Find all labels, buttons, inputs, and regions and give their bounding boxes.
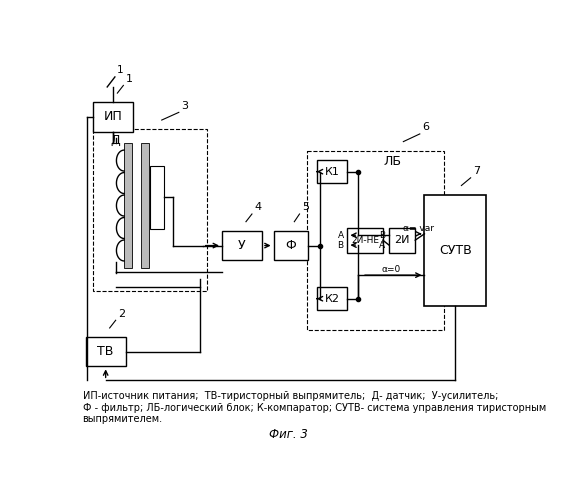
Bar — [316, 160, 347, 183]
Text: ИП-источник питания;  ТВ-тиристорный выпрямитель;  Д- датчик;  У-усилитель;: ИП-источник питания; ТВ-тиристорный выпр… — [83, 391, 498, 401]
Text: 5: 5 — [302, 202, 309, 212]
Text: 2: 2 — [118, 308, 125, 318]
Text: Ф - фильтр; ЛБ-логический блок; К-компаратор; СУТВ- система управления тиристорн: Ф - фильтр; ЛБ-логический блок; К-компар… — [83, 402, 546, 412]
Text: К1: К1 — [325, 166, 339, 176]
Text: 1: 1 — [117, 66, 124, 76]
Text: ЛБ: ЛБ — [383, 155, 401, 168]
Text: ТВ: ТВ — [97, 346, 114, 358]
Text: 4: 4 — [254, 202, 261, 212]
Text: A: A — [379, 240, 385, 250]
Bar — [316, 287, 347, 310]
Bar — [93, 130, 207, 291]
Text: Ф: Ф — [285, 239, 296, 252]
Bar — [347, 228, 383, 252]
Bar — [389, 228, 415, 252]
Text: α= var: α= var — [403, 224, 434, 233]
Text: К2: К2 — [324, 294, 339, 304]
Text: Д: Д — [110, 134, 120, 146]
Text: A: A — [337, 231, 343, 240]
Bar — [124, 143, 132, 268]
Text: выпрямителем.: выпрямителем. — [83, 414, 163, 424]
Text: 7: 7 — [473, 166, 480, 176]
Bar — [141, 143, 149, 268]
Bar — [307, 151, 444, 330]
Text: 6: 6 — [422, 122, 429, 132]
Text: ИП: ИП — [104, 110, 123, 124]
Text: α=0: α=0 — [382, 265, 401, 274]
Text: Фиг. 3: Фиг. 3 — [270, 428, 309, 441]
Bar — [222, 231, 262, 260]
Text: 1: 1 — [126, 74, 133, 84]
Text: У: У — [238, 239, 246, 252]
Bar — [93, 102, 133, 132]
Text: СУТВ: СУТВ — [439, 244, 472, 257]
Text: 2И-НЕ: 2И-НЕ — [351, 236, 379, 244]
Text: 2И: 2И — [394, 235, 410, 245]
Text: B: B — [379, 231, 385, 240]
Text: 3: 3 — [181, 101, 188, 111]
Bar — [274, 231, 308, 260]
Text: B: B — [337, 240, 343, 250]
Bar — [425, 194, 486, 306]
Bar — [86, 337, 126, 366]
Bar — [150, 166, 164, 228]
